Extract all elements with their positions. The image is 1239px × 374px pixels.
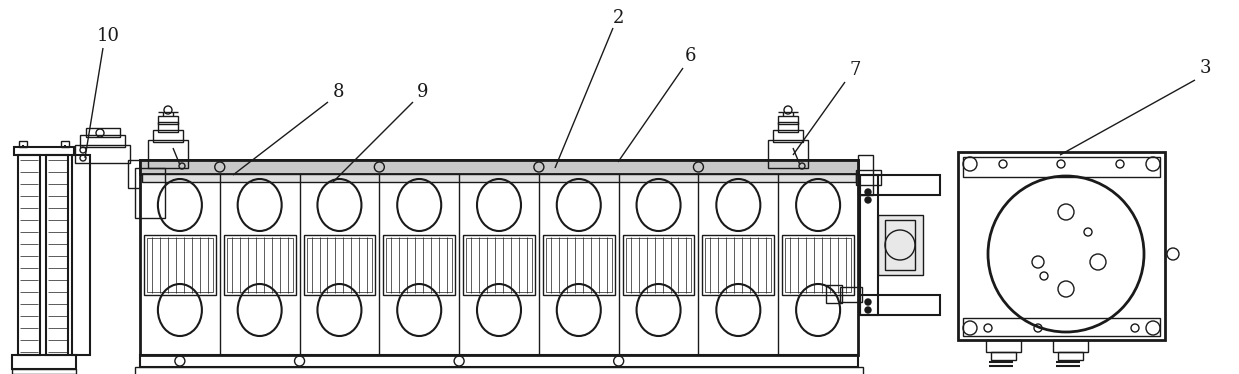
Bar <box>856 170 881 185</box>
Bar <box>152 130 183 142</box>
Bar <box>147 238 213 292</box>
Bar <box>383 235 455 295</box>
Text: 10: 10 <box>97 27 119 45</box>
Bar <box>128 160 140 188</box>
Bar <box>885 220 914 270</box>
Bar <box>147 140 188 168</box>
Bar <box>703 235 774 295</box>
Bar <box>466 238 532 292</box>
Bar <box>705 238 771 292</box>
Bar <box>623 235 694 295</box>
Bar <box>46 155 68 355</box>
Bar <box>963 318 1160 336</box>
Bar <box>958 152 1165 340</box>
Bar <box>135 367 864 374</box>
Bar <box>12 369 76 374</box>
Bar <box>546 238 612 292</box>
Bar <box>304 235 375 295</box>
Bar <box>140 160 857 355</box>
Bar <box>778 116 798 124</box>
Text: 2: 2 <box>612 9 623 27</box>
Bar <box>986 340 1021 352</box>
Bar <box>12 355 76 369</box>
Bar <box>135 168 165 218</box>
Bar <box>85 128 120 137</box>
Text: 3: 3 <box>1199 59 1211 77</box>
Bar <box>14 147 74 155</box>
Bar <box>142 174 856 182</box>
Bar <box>463 235 535 295</box>
Bar <box>991 352 1016 360</box>
Bar <box>81 135 125 147</box>
Circle shape <box>865 189 871 195</box>
Bar <box>1058 352 1083 360</box>
Bar <box>387 238 452 292</box>
Bar <box>840 287 862 302</box>
Bar <box>878 215 923 275</box>
Bar <box>224 235 296 295</box>
Text: 7: 7 <box>849 61 861 79</box>
Bar <box>860 175 878 315</box>
Bar <box>72 155 90 355</box>
Bar <box>19 155 40 355</box>
Bar <box>782 235 854 295</box>
Bar <box>144 235 216 295</box>
Bar <box>773 130 803 142</box>
Bar <box>778 122 798 132</box>
Bar <box>857 155 873 195</box>
Bar <box>963 157 1160 177</box>
Bar <box>768 140 808 168</box>
Bar <box>1053 340 1088 352</box>
Bar <box>306 238 373 292</box>
Circle shape <box>865 299 871 305</box>
Text: 8: 8 <box>332 83 343 101</box>
Bar <box>786 238 851 292</box>
Bar <box>61 141 69 147</box>
Bar <box>76 145 130 163</box>
Bar <box>826 285 843 303</box>
Bar <box>626 238 691 292</box>
Circle shape <box>865 307 871 313</box>
Circle shape <box>865 197 871 203</box>
Bar <box>140 160 857 174</box>
Bar <box>140 355 857 367</box>
Text: 6: 6 <box>684 47 696 65</box>
Bar <box>159 116 178 124</box>
Bar <box>543 235 615 295</box>
Bar <box>860 175 940 195</box>
Bar <box>159 122 178 132</box>
Bar <box>860 295 940 315</box>
Text: 9: 9 <box>418 83 429 101</box>
Bar <box>227 238 292 292</box>
Bar <box>19 141 27 147</box>
